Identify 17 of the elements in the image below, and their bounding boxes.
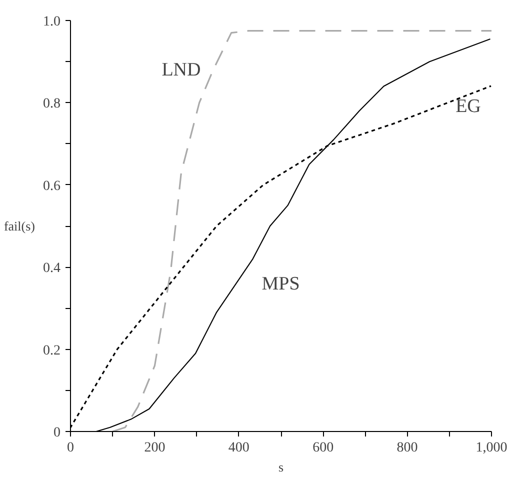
y-tick-label: 0 <box>54 426 60 440</box>
x-tick-label: 800 <box>396 440 418 456</box>
x-axis-title: s <box>278 460 284 474</box>
x-tick-label: 1,000 <box>476 440 508 456</box>
y-tick-label: 1.0 <box>43 14 60 30</box>
y-axis-title: fail(s) <box>4 218 36 234</box>
y-tick-label: 0.6 <box>43 178 60 194</box>
x-tick-label: 400 <box>228 440 250 456</box>
series-label: EG <box>456 96 482 117</box>
series-label: LND <box>162 59 201 80</box>
x-tick-label: 0 <box>67 440 74 456</box>
x-tick-label: 200 <box>144 440 166 456</box>
y-tick-label: 0.8 <box>43 96 60 112</box>
y-tick-label: 0.4 <box>43 261 60 276</box>
y-tick-label: 0.2 <box>43 343 60 358</box>
x-tick-label: 600 <box>312 440 334 456</box>
series-label: MPS <box>262 273 300 294</box>
